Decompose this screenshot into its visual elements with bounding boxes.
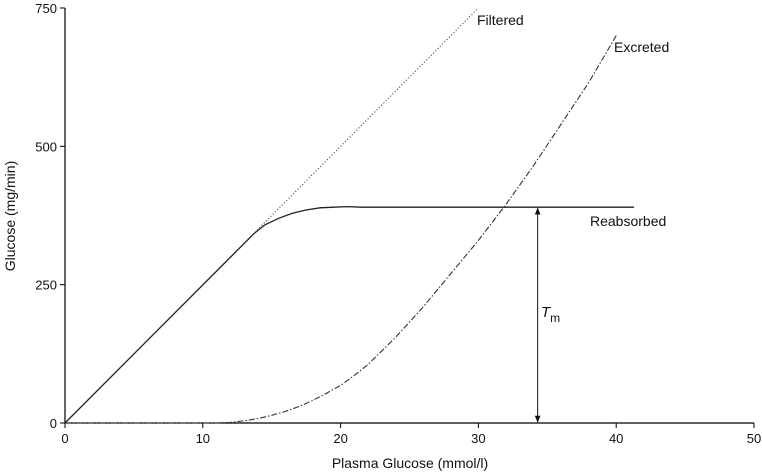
y-axis-ticks: 0 250 500 750 xyxy=(35,1,65,431)
x-tick-label: 10 xyxy=(196,431,210,446)
x-tick-label: 20 xyxy=(333,431,347,446)
x-tick-label: 30 xyxy=(471,431,485,446)
y-tick-label: 250 xyxy=(35,278,57,293)
label-tm: Tm xyxy=(541,304,560,325)
label-reabsorbed: Reabsorbed xyxy=(590,213,666,229)
y-tick-label: 750 xyxy=(35,1,57,16)
label-tm-sub: m xyxy=(550,311,560,325)
x-axis-title: Plasma Glucose (mmol/l) xyxy=(332,455,488,471)
x-axis-ticks: 0 10 20 30 40 50 xyxy=(61,423,761,446)
series-line-reabsorbed xyxy=(64,205,635,424)
label-tm-main: T xyxy=(541,304,552,321)
x-tick-label: 50 xyxy=(747,431,761,446)
x-tick-label: 40 xyxy=(609,431,623,446)
y-tick-label: 500 xyxy=(35,139,57,154)
y-axis-title: Glucose (mg/min) xyxy=(2,161,18,271)
label-filtered: Filtered xyxy=(477,12,524,28)
x-tick-label: 0 xyxy=(61,431,68,446)
series-line-excreted xyxy=(65,35,617,424)
label-excreted: Excreted xyxy=(614,39,669,55)
y-tick-label: 0 xyxy=(50,416,57,431)
